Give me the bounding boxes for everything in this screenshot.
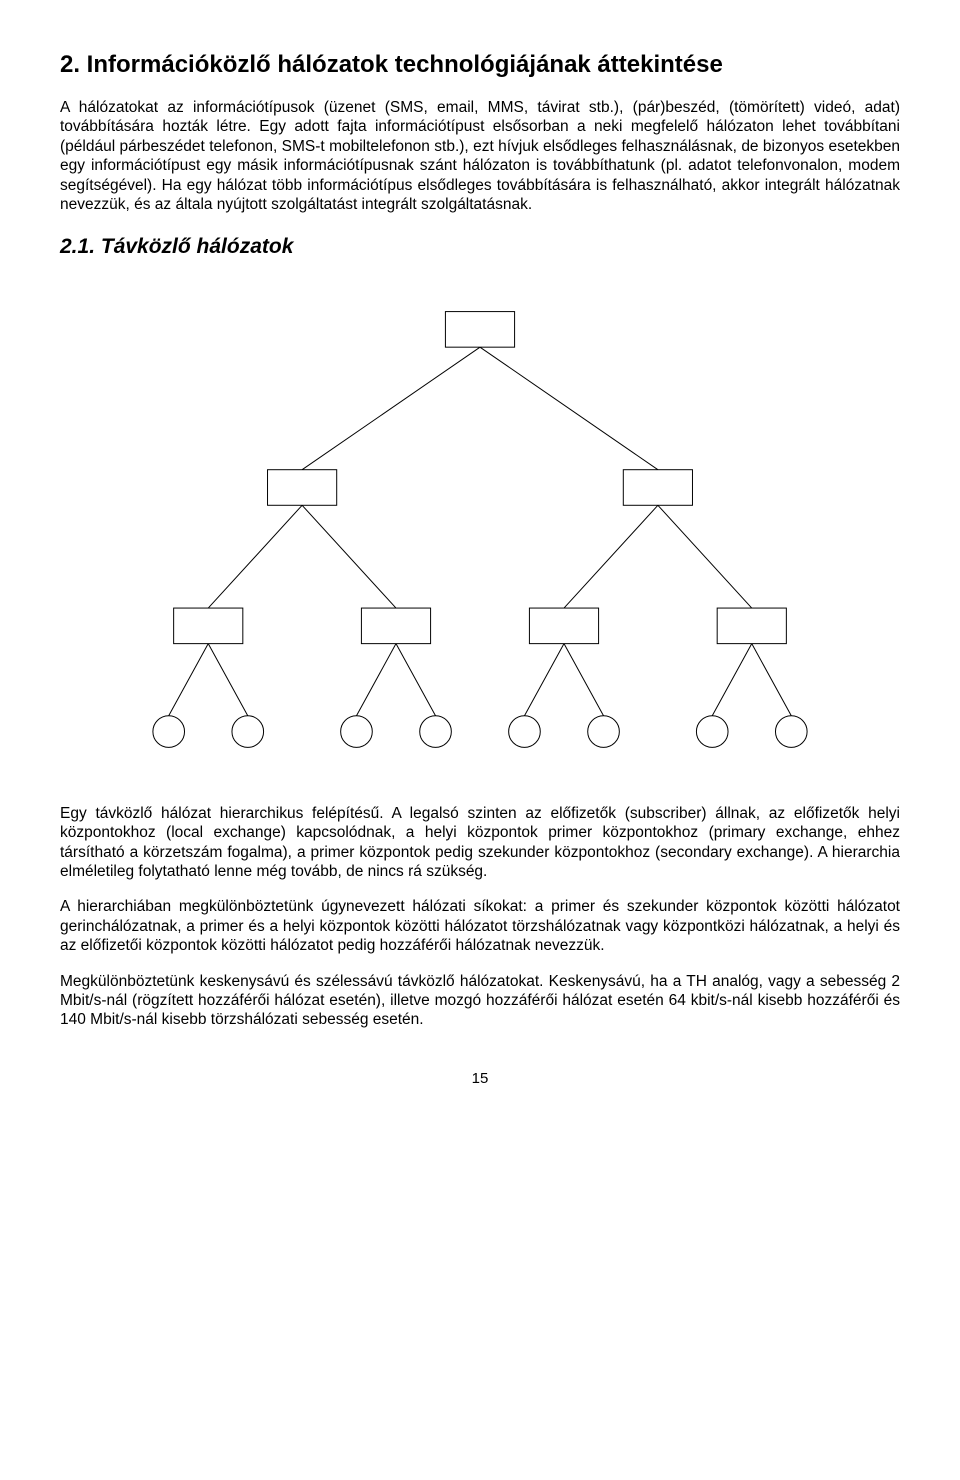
- diagram-edge: [169, 643, 209, 715]
- diagram-node-c7: [696, 715, 728, 747]
- diagram-edge: [208, 643, 248, 715]
- diagram-edge: [356, 643, 396, 715]
- diagram-node-p2: [623, 469, 692, 505]
- diagram-edge: [564, 505, 658, 608]
- paragraph-planes: A hierarchiában megkülönböztetünk úgynev…: [60, 897, 900, 955]
- heading-chapter: 2. Információközlő hálózatok technológiá…: [60, 50, 900, 80]
- diagram-edge: [752, 643, 792, 715]
- hierarchy-diagram: [60, 289, 900, 769]
- diagram-node-l2: [361, 608, 430, 644]
- page-number: 15: [60, 1070, 900, 1089]
- diagram-node-c4: [420, 715, 452, 747]
- diagram-node-l1: [174, 608, 243, 644]
- diagram-node-c1: [153, 715, 185, 747]
- heading-section: 2.1. Távközlő hálózatok: [60, 234, 900, 260]
- diagram-edge: [396, 643, 436, 715]
- diagram-node-c2: [232, 715, 264, 747]
- diagram-node-p1: [268, 469, 337, 505]
- diagram-edge: [302, 505, 396, 608]
- diagram-edge: [302, 347, 480, 470]
- diagram-edge: [524, 643, 564, 715]
- paragraph-intro: A hálózatokat az információtípusok (üzen…: [60, 98, 900, 214]
- diagram-edge: [658, 505, 752, 608]
- diagram-node-c6: [588, 715, 620, 747]
- paragraph-bandwidth: Megkülönböztetünk keskenysávú és széless…: [60, 972, 900, 1030]
- diagram-edge: [712, 643, 752, 715]
- diagram-edge: [564, 643, 604, 715]
- diagram-node-c8: [775, 715, 807, 747]
- diagram-edge: [208, 505, 302, 608]
- diagram-node-c5: [509, 715, 541, 747]
- diagram-edge: [480, 347, 658, 470]
- paragraph-hierarchy: Egy távközlő hálózat hierarchikus felépí…: [60, 804, 900, 882]
- diagram-node-l3: [529, 608, 598, 644]
- diagram-node-c3: [341, 715, 373, 747]
- diagram-node-root: [445, 311, 514, 347]
- diagram-node-l4: [717, 608, 786, 644]
